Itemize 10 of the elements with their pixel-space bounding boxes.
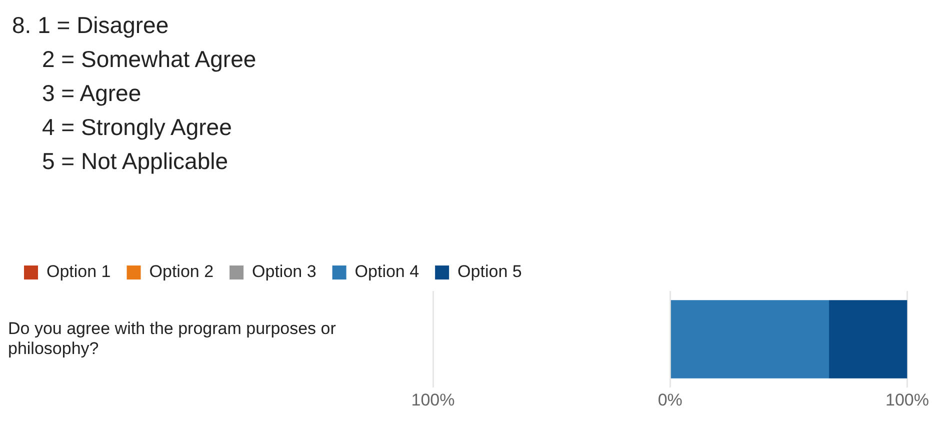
x-tick-label: 100%	[886, 390, 929, 410]
legend-label: Option 1	[46, 262, 111, 282]
legend-label: Option 3	[252, 262, 316, 282]
y-tick-label: Do you agree with the program purposes or philosophy?	[8, 318, 336, 358]
x-tick-label: 0%	[658, 390, 682, 410]
legend-label: Option 5	[458, 262, 522, 282]
x-tick-label: 100%	[411, 390, 455, 410]
text: 8. 1 = Disagree 2 = Somewhat Agree 3 = Agree 4 = Strongly Agree 5 = Not Applicable	[12, 11, 258, 176]
legend-label: Option 2	[149, 262, 214, 282]
legend-label: Option 4	[354, 262, 420, 282]
